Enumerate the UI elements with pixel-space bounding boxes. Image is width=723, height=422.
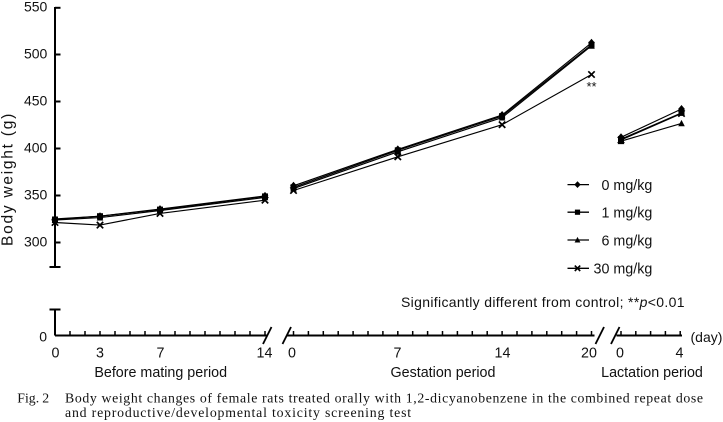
svg-text:400: 400 [24,139,48,155]
svg-text:0: 0 [288,346,296,362]
svg-text:3: 3 [96,346,104,362]
svg-text:Lactation period: Lactation period [601,365,703,381]
svg-text:0: 0 [39,328,47,344]
svg-text:500: 500 [24,45,48,61]
svg-text:and reproductive/developmental: and reproductive/developmental toxicity … [65,405,412,420]
svg-text:7: 7 [394,346,402,362]
svg-text:300: 300 [24,233,48,249]
svg-text:Fig.: Fig. [17,391,39,406]
svg-text:350: 350 [24,186,48,202]
svg-text:30 mg/kg: 30 mg/kg [594,262,653,278]
svg-text:14: 14 [257,346,273,362]
svg-text:0 mg/kg: 0 mg/kg [602,178,653,194]
svg-text:550: 550 [24,0,48,15]
svg-text:0: 0 [52,346,60,362]
svg-text:Body weight (g): Body weight (g) [0,112,17,246]
svg-text:0: 0 [616,346,624,362]
svg-text:(day): (day) [691,329,723,345]
svg-text:Before mating period: Before mating period [94,365,227,381]
svg-text:6 mg/kg: 6 mg/kg [602,233,653,249]
svg-text:Body weight changes of female: Body weight changes of female rats treat… [65,391,704,406]
svg-text:2: 2 [42,391,49,406]
svg-text:4: 4 [676,346,684,362]
svg-text:1 mg/kg: 1 mg/kg [602,206,653,222]
svg-text:Gestation period: Gestation period [391,365,496,381]
svg-text:Significantly different from c: Significantly different from control; **… [401,294,685,310]
svg-text:450: 450 [24,92,48,108]
svg-text:**: ** [587,79,597,94]
svg-text:14: 14 [495,346,511,362]
svg-text:7: 7 [157,346,165,362]
svg-text:20: 20 [581,346,597,362]
